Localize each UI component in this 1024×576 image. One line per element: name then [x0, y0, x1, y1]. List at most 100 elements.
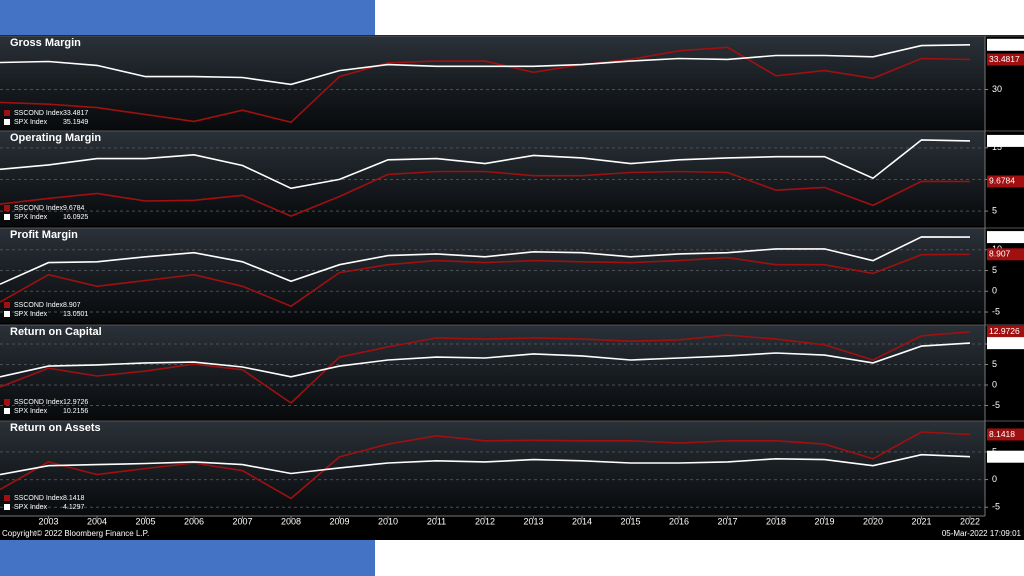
legend-name: SPX Index	[14, 214, 48, 221]
y-tick-label: 5	[992, 359, 997, 369]
legend-swatch	[4, 408, 10, 414]
legend-swatch	[4, 399, 10, 405]
panel-background	[0, 131, 985, 226]
x-tick-label: 2017	[717, 516, 737, 526]
copyright: Copyright© 2022 Bloomberg Finance L.P.	[2, 529, 149, 538]
x-tick-label: 2009	[329, 516, 349, 526]
x-tick-label: 2016	[669, 516, 689, 526]
x-tick-label: 2011	[427, 516, 446, 526]
value-label: 12.9726	[989, 326, 1020, 336]
x-tick-label: 2005	[135, 516, 155, 526]
series-line	[0, 431, 971, 500]
legend-swatch	[4, 504, 10, 510]
legend-value: 4.1297	[63, 504, 85, 511]
value-label-box	[987, 53, 1024, 66]
series-line	[0, 139, 971, 190]
legend-swatch	[4, 311, 10, 317]
legend-name: SPX Index	[14, 119, 48, 126]
legend-value: 8.907	[63, 302, 81, 309]
value-label-box	[987, 428, 1024, 441]
value-label-box	[987, 248, 1024, 261]
value-label: 4.1297	[989, 451, 1015, 461]
slide-decoration	[0, 540, 375, 576]
legend-name: SPX Index	[14, 408, 48, 415]
y-tick-label: 0	[992, 379, 997, 389]
panel-title: Operating Margin	[10, 132, 101, 144]
value-label: 8.907	[989, 249, 1011, 259]
x-tick-label: 2006	[184, 516, 204, 526]
y-tick-label: 15	[992, 142, 1002, 152]
series-line	[0, 44, 971, 86]
value-label-box	[987, 450, 1024, 463]
series-line	[0, 342, 971, 378]
series-line	[0, 46, 971, 124]
x-tick-label: 2020	[863, 516, 883, 526]
x-tick-label: 2004	[87, 516, 107, 526]
x-tick-label: 2014	[572, 516, 592, 526]
panel-title: Return on Assets	[10, 422, 101, 434]
legend-value: 16.0925	[63, 214, 88, 221]
series-line	[0, 253, 971, 308]
x-tick-label: 2012	[475, 516, 495, 526]
panel-title: Gross Margin	[10, 37, 81, 49]
x-tick-label: 2007	[232, 516, 252, 526]
legend-swatch	[4, 110, 10, 116]
legend-swatch	[4, 214, 10, 220]
value-label: 13.0501	[989, 231, 1020, 241]
timestamp: 05-Mar-2022 17:09:01	[942, 529, 1022, 538]
legend-value: 35.1949	[63, 119, 88, 126]
value-label: 8.1418	[989, 429, 1015, 439]
y-tick-label: 5	[992, 205, 997, 215]
x-tick-label: 2021	[911, 516, 931, 526]
legend-name: SSCOND Index	[14, 302, 64, 309]
y-tick-label: -5	[992, 502, 1000, 512]
legend-swatch	[4, 495, 10, 501]
legend-swatch	[4, 205, 10, 211]
x-tick-label: 2010	[378, 516, 398, 526]
series-line	[0, 236, 971, 285]
legend-value: 8.1418	[63, 495, 85, 502]
y-tick-label: -5	[992, 400, 1000, 410]
x-tick-label: 2018	[766, 516, 786, 526]
series-line	[0, 453, 971, 476]
legend-name: SSCOND Index	[14, 205, 64, 212]
y-tick-label: 30	[992, 84, 1002, 94]
value-label-box	[987, 231, 1024, 244]
series-line	[0, 331, 971, 405]
y-tick-label: 0	[992, 286, 997, 296]
value-label-box	[987, 337, 1024, 350]
y-tick-label: 5	[992, 265, 997, 275]
value-label-box	[987, 175, 1024, 188]
value-label: 33.4817	[989, 54, 1020, 64]
series-line	[0, 170, 971, 217]
x-tick-label: 2022	[960, 516, 980, 526]
value-label: 10.2156	[989, 337, 1020, 347]
legend-value: 13.0501	[63, 311, 88, 318]
x-tick-label: 2013	[523, 516, 543, 526]
panel-background	[0, 325, 985, 420]
legend-value: 12.9726	[63, 399, 88, 406]
legend-value: 10.2156	[63, 408, 88, 415]
legend-value: 9.6784	[63, 205, 85, 212]
value-label: 16.0925	[989, 135, 1020, 145]
panel-background	[0, 421, 985, 516]
x-tick-label: 2019	[814, 516, 834, 526]
value-label-box	[987, 38, 1024, 51]
legend-value: 33.4817	[63, 110, 88, 117]
value-label: 9.6784	[989, 176, 1015, 186]
panel-title: Profit Margin	[10, 229, 78, 241]
legend-swatch	[4, 119, 10, 125]
panel-background	[0, 228, 985, 323]
legend-name: SSCOND Index	[14, 110, 64, 117]
y-tick-label: 0	[992, 474, 997, 484]
x-tick-label: 2015	[620, 516, 640, 526]
x-tick-label: 2003	[38, 516, 58, 526]
y-tick-label: -5	[992, 306, 1000, 316]
legend-name: SPX Index	[14, 311, 48, 318]
legend-name: SPX Index	[14, 504, 48, 511]
value-label-box	[987, 325, 1024, 338]
legend-swatch	[4, 302, 10, 308]
legend-name: SSCOND Index	[14, 495, 64, 502]
